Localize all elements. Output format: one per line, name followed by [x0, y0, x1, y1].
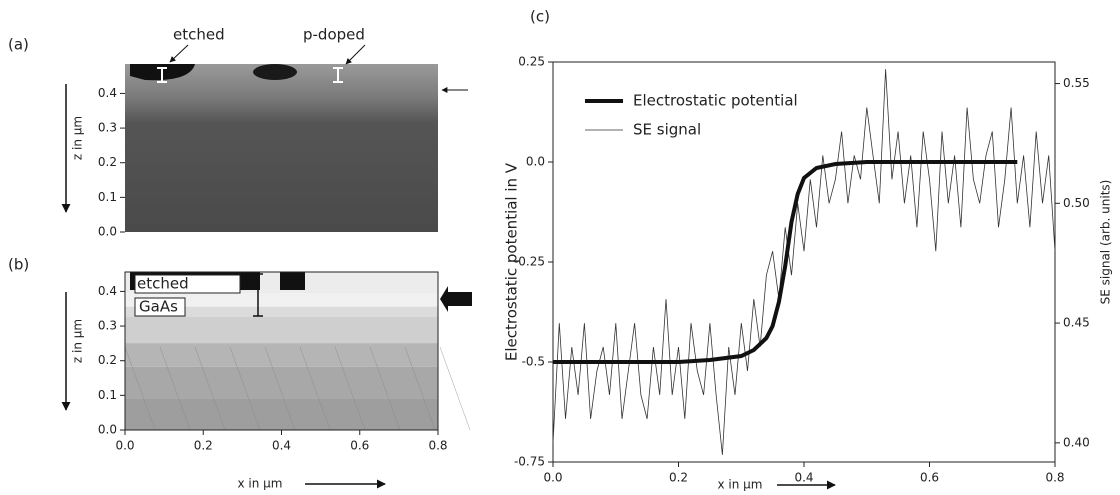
y-tick-label: 0.0 [526, 155, 545, 169]
y-tick-label: 0.3 [98, 121, 117, 135]
mesh-line [264, 346, 296, 431]
y-tick-label: 0.3 [98, 319, 117, 333]
x-tick-label: 0.6 [350, 439, 369, 453]
y-tick-label: 0.55 [1063, 76, 1090, 90]
depth-marker [157, 67, 167, 83]
series-line [553, 160, 1018, 364]
mesh-layer [125, 343, 438, 367]
panel-label: (b) [8, 256, 29, 274]
mesh-line [369, 346, 401, 431]
y-axis-label: z in μm [71, 116, 85, 160]
y-tick-label: 0.1 [98, 388, 117, 402]
x-tick-label: 0.0 [543, 471, 562, 485]
mesh-layer [125, 366, 438, 399]
panel-label: (a) [8, 36, 29, 54]
x-tick-label: 0.8 [428, 439, 447, 453]
y-tick-label: 0.4 [98, 284, 117, 298]
x-tick-label: 0.4 [794, 471, 813, 485]
x-tick-label: 0.6 [920, 471, 939, 485]
sem-image [125, 64, 438, 232]
pointer [345, 44, 366, 65]
panel-label: (c) [530, 8, 550, 26]
legend-label: SE signal [633, 121, 701, 139]
plot-frame [552, 61, 1056, 463]
x-tick-label: 0.2 [194, 439, 213, 453]
depth-marker [333, 67, 343, 83]
x-tick-label: 0.8 [1045, 471, 1064, 485]
mesh-line [299, 346, 331, 431]
y-tick-label: 0.2 [98, 353, 117, 367]
y-tick-label: 0.2 [98, 155, 117, 169]
pointer [169, 44, 189, 63]
etched-region [280, 272, 305, 290]
y-tick-label: -0.5 [522, 355, 545, 369]
x-tick-label: 0.4 [272, 439, 291, 453]
y-tick-label: 0.40 [1063, 435, 1090, 449]
y2-axis-label: SE signal (arb. units) [1099, 180, 1113, 305]
mesh-line [439, 346, 471, 431]
y-tick-label: 0.4 [98, 86, 117, 100]
x-axis-label: x in μm [718, 478, 763, 492]
depth-marker [253, 273, 263, 317]
annotation: GaAs [139, 298, 178, 316]
mesh-line [334, 346, 366, 431]
y-axis-label: z in μm [71, 319, 85, 363]
y-tick-label: 0.25 [518, 55, 545, 69]
annotation: etched [137, 275, 189, 293]
series-line [552, 69, 1056, 455]
y-tick-label: 0.45 [1063, 316, 1090, 330]
etched-region [253, 64, 297, 80]
y-tick-label: 0.50 [1063, 196, 1090, 210]
mesh-line [159, 346, 191, 431]
x-tick-label: 0.0 [115, 439, 134, 453]
annotation: etched [173, 26, 225, 44]
mesh-line [404, 346, 436, 431]
annotation: p-doped [303, 26, 365, 44]
label-box [134, 274, 241, 294]
x-axis-label: x in μm [238, 477, 283, 491]
interface-arrow [440, 286, 472, 312]
label-box [134, 297, 186, 317]
mesh-line [124, 346, 156, 431]
y-tick-label: 0.1 [98, 190, 117, 204]
y-tick-label: -0.75 [514, 455, 545, 469]
legend-label: Electrostatic potential [633, 92, 798, 110]
mesh-layer [125, 398, 438, 430]
mesh-line [194, 346, 226, 431]
y-tick-label: 0.0 [98, 423, 117, 437]
x-tick-label: 0.2 [669, 471, 688, 485]
y-tick-label: 0.0 [98, 225, 117, 239]
y-tick-label: -0.25 [514, 255, 545, 269]
mesh-line [229, 346, 261, 431]
y-axis-label: Electrostatic potential in V [503, 162, 521, 361]
